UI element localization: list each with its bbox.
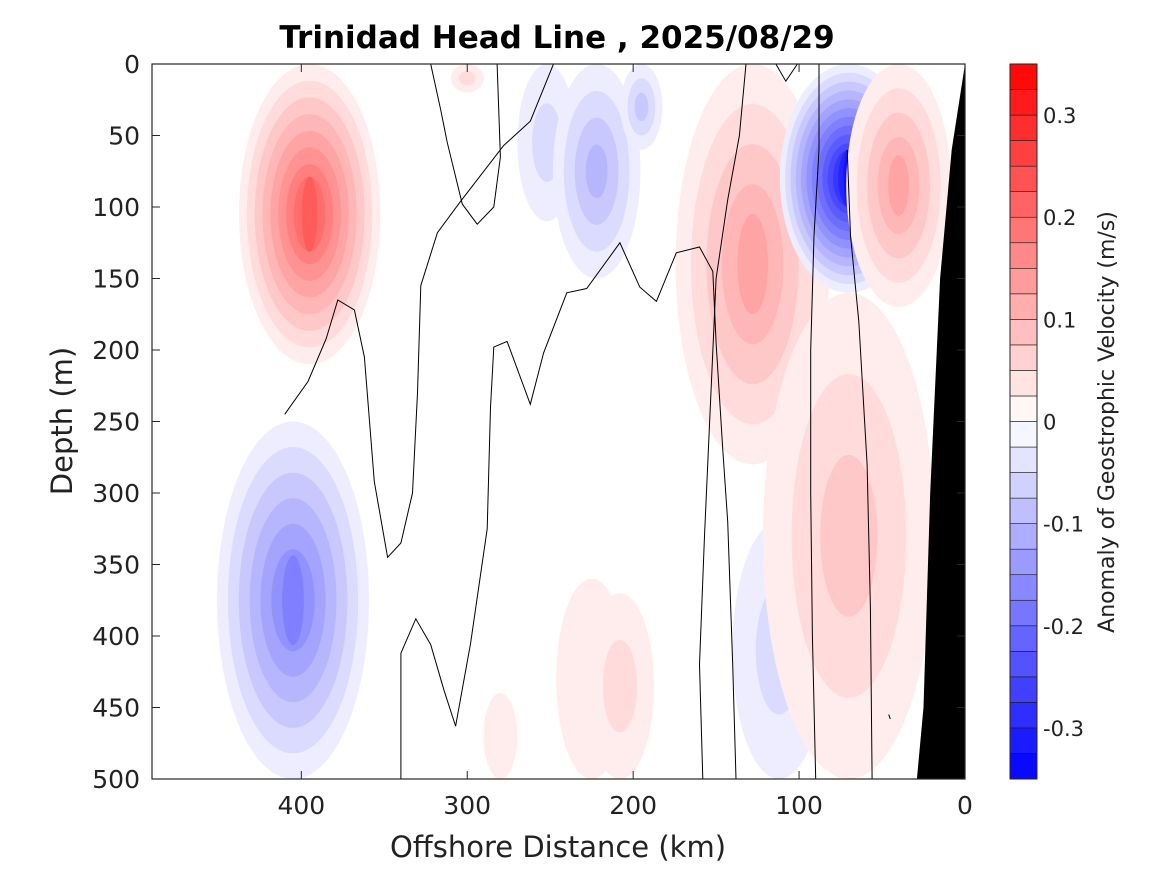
zero-contour-line-5 bbox=[810, 64, 820, 779]
colorbar-band bbox=[1009, 242, 1038, 269]
x-tick-label: 300 bbox=[443, 791, 491, 820]
colorbar-band bbox=[1009, 165, 1038, 192]
colorbar-band bbox=[1009, 63, 1038, 90]
y-axis: 0 50 100 150 200 250 300 350 400 450 500 bbox=[92, 50, 965, 794]
x-tick-label: 200 bbox=[609, 791, 657, 820]
y-tick-label: 150 bbox=[92, 265, 140, 294]
y-tick-label: 500 bbox=[92, 765, 140, 794]
velocity-anomaly-negative-5 bbox=[620, 64, 663, 150]
contour-band bbox=[737, 214, 769, 315]
y-tick-label: 350 bbox=[92, 551, 140, 580]
colorbar-band bbox=[1009, 216, 1038, 244]
velocity-anomaly-positive-9 bbox=[762, 292, 935, 779]
colorbar-tick-label: -0.1 bbox=[1043, 513, 1084, 537]
colorbar-band bbox=[1009, 599, 1038, 627]
colorbar-band bbox=[1009, 344, 1038, 371]
x-axis: 400 300 200 100 0 bbox=[277, 64, 973, 820]
colorbar-band bbox=[1009, 676, 1038, 703]
contour-band bbox=[458, 71, 476, 86]
zero-contour-line-3 bbox=[698, 64, 747, 779]
zero-contours bbox=[284, 64, 891, 779]
y-tick-label: 400 bbox=[92, 622, 140, 651]
colorbar-band bbox=[1009, 446, 1038, 473]
colorbar: 0.3 0.2 0.1 0 -0.1 -0.2 -0.3 bbox=[1009, 63, 1084, 780]
velocity-anomaly-negative-4 bbox=[552, 64, 641, 279]
y-tick-label: 200 bbox=[92, 336, 140, 365]
plot-area bbox=[152, 64, 965, 779]
chart-title: Trinidad Head Line , 2025/08/29 bbox=[279, 20, 834, 56]
zero-contour-line-6 bbox=[846, 149, 873, 779]
y-tick-label: 100 bbox=[92, 193, 140, 222]
colorbar-band bbox=[1009, 702, 1038, 729]
colorbar-band bbox=[1009, 497, 1038, 524]
colorbar-band bbox=[1009, 319, 1038, 346]
velocity-anomaly-positive-10 bbox=[846, 64, 952, 308]
velocity-field bbox=[217, 64, 952, 779]
colorbar-band bbox=[1009, 191, 1038, 218]
velocity-anomaly-negative-1 bbox=[217, 421, 370, 779]
x-tick-label: 400 bbox=[277, 791, 325, 820]
colorbar-band bbox=[1009, 395, 1038, 422]
colorbar-band bbox=[1009, 625, 1038, 652]
colorbar-band bbox=[1009, 89, 1038, 116]
colorbar-band bbox=[1009, 293, 1038, 320]
contour-band bbox=[602, 639, 637, 733]
colorbar-tick-label: -0.2 bbox=[1043, 615, 1084, 639]
colorbar-band bbox=[1009, 727, 1038, 754]
zero-contour-line-0 bbox=[284, 64, 554, 559]
colorbar-tick-label: 0.2 bbox=[1043, 206, 1076, 230]
colorbar-band bbox=[1009, 140, 1038, 167]
colorbar-band bbox=[1009, 548, 1038, 576]
contour-band bbox=[282, 555, 304, 645]
colorbar-band bbox=[1009, 267, 1038, 295]
colorbar-tick-label: -0.3 bbox=[1043, 717, 1084, 741]
colorbar-frame bbox=[1009, 63, 1038, 780]
y-tick-label: 250 bbox=[92, 408, 140, 437]
y-tick-label: 50 bbox=[108, 122, 140, 151]
contour-band bbox=[820, 454, 878, 617]
colorbar-band bbox=[1009, 472, 1038, 499]
contour-band bbox=[634, 92, 649, 122]
colorbar-tick-label: 0 bbox=[1043, 411, 1056, 435]
colorbar-band bbox=[1009, 114, 1038, 141]
zero-contour-line-7 bbox=[888, 714, 891, 720]
zero-contour-line-4 bbox=[775, 64, 798, 83]
velocity-anomaly-positive-12 bbox=[585, 593, 655, 779]
colorbar-band bbox=[1009, 370, 1038, 397]
contour-band bbox=[585, 144, 608, 199]
y-tick-label: 0 bbox=[124, 50, 140, 79]
velocity-anomaly-positive-0 bbox=[238, 64, 381, 365]
colorbar-band bbox=[1009, 651, 1038, 678]
colorbar-band bbox=[1009, 523, 1038, 550]
x-tick-label: 100 bbox=[775, 791, 823, 820]
colorbar-label: Anomaly of Geostrophic Velocity (m/s) bbox=[1095, 211, 1120, 633]
y-tick-label: 300 bbox=[92, 479, 140, 508]
zero-contour-line-2 bbox=[430, 64, 501, 225]
bathymetry-slope bbox=[916, 64, 965, 779]
colorbar-tick-label: 0.1 bbox=[1043, 308, 1076, 332]
colorbar-band bbox=[1009, 574, 1038, 601]
contour-band bbox=[888, 155, 910, 216]
y-tick-label: 450 bbox=[92, 694, 140, 723]
x-axis-label: Offshore Distance (km) bbox=[390, 830, 726, 864]
velocity-anomaly-positive-2 bbox=[450, 64, 484, 93]
velocity-anomaly-positive-13 bbox=[483, 693, 518, 779]
colorbar-band bbox=[1009, 753, 1038, 780]
contour-band bbox=[483, 693, 518, 779]
contour-band bbox=[301, 176, 318, 252]
colorbar-tick-label: 0.3 bbox=[1043, 104, 1076, 128]
y-axis-label: Depth (m) bbox=[45, 347, 79, 495]
x-tick-label: 0 bbox=[957, 791, 973, 820]
colorbar-band bbox=[1009, 421, 1038, 448]
bathymetry bbox=[916, 64, 965, 779]
zero-contour-line-1 bbox=[400, 241, 737, 779]
